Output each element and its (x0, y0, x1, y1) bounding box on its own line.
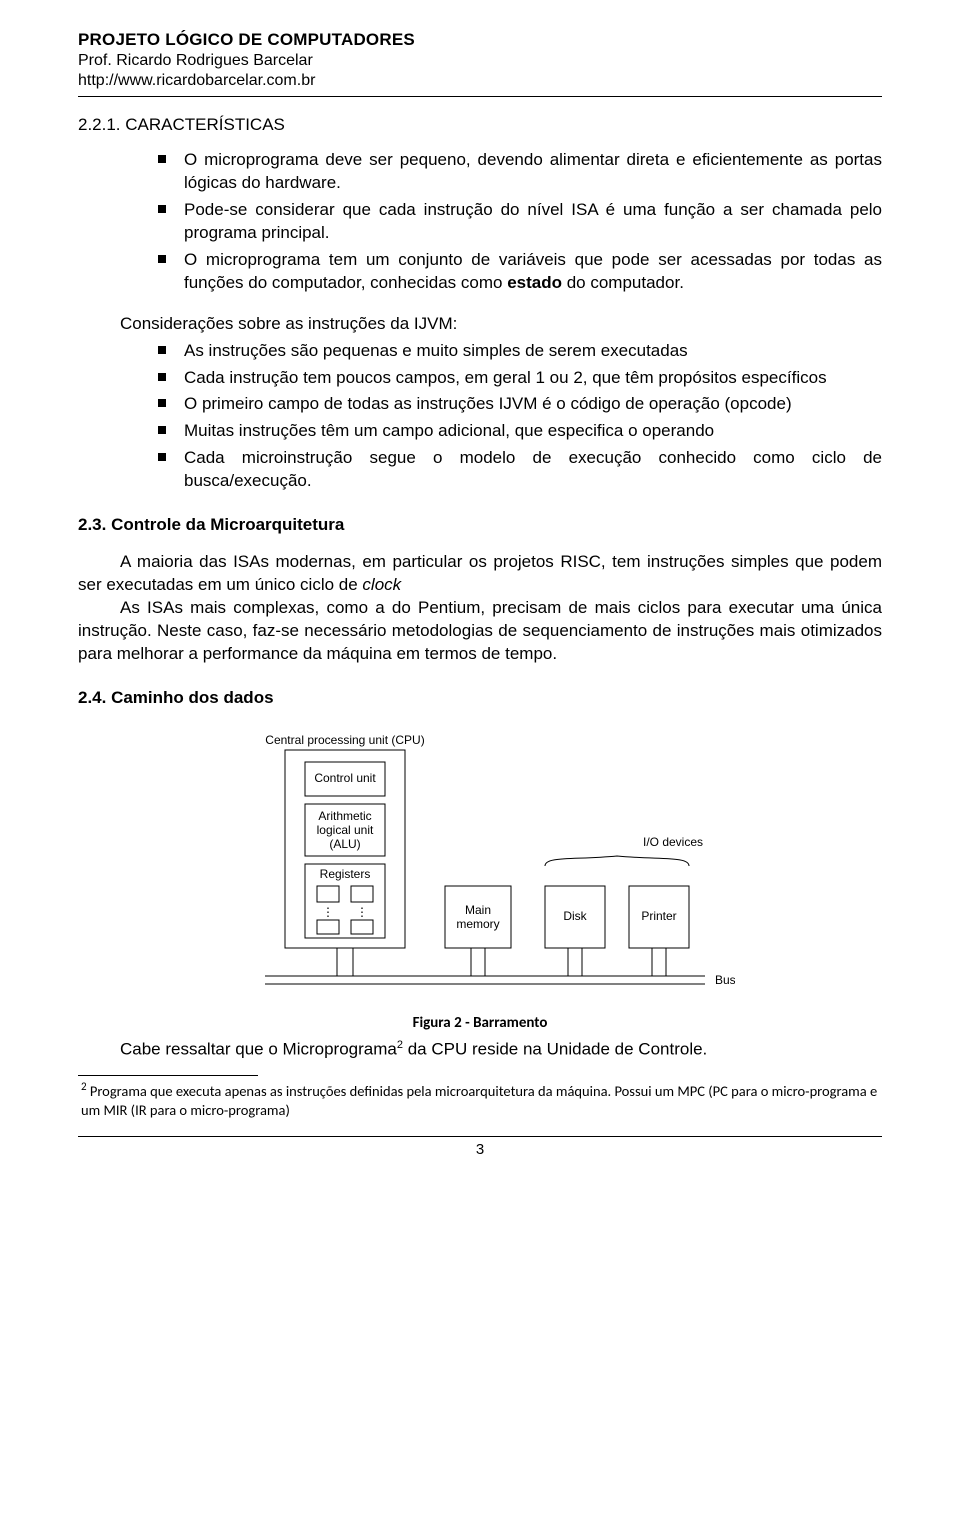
list-item: Cada instrução tem poucos campos, em ger… (158, 367, 882, 390)
square-bullet-icon (158, 399, 166, 407)
square-bullet-icon (158, 373, 166, 381)
square-bullet-icon (158, 346, 166, 354)
main-memory-label-1: Main (465, 903, 491, 917)
alu-label-2: logical unit (317, 823, 374, 837)
register-cell (317, 920, 339, 934)
footnote-text: Programa que executa apenas as instruçõe… (81, 1082, 877, 1119)
section-23-para-1: A maioria das ISAs modernas, em particul… (78, 551, 882, 597)
bullet-text: O microprograma deve ser pequeno, devend… (184, 149, 882, 195)
para-text: A maioria das ISAs modernas, em particul… (78, 552, 882, 594)
register-cell (351, 886, 373, 902)
figure-2: Central processing unit (CPU) Control un… (78, 728, 882, 1032)
para-italic: clock (362, 575, 401, 594)
bus-diagram: Central processing unit (CPU) Control un… (225, 728, 735, 1008)
list-item: O primeiro campo de todas as instruções … (158, 393, 882, 416)
register-cell (317, 886, 339, 902)
list-item: Muitas instruções têm um campo adicional… (158, 420, 882, 443)
section-23-heading: 2.3. Controle da Microarquitetura (78, 515, 882, 535)
bullet-text: Pode-se considerar que cada instrução do… (184, 199, 882, 245)
register-cell (351, 920, 373, 934)
square-bullet-icon (158, 453, 166, 461)
section-221-heading: 2.2.1. CARACTERÍSTICAS (78, 115, 882, 135)
page-number: 3 (78, 1141, 882, 1158)
dots-icon: ⋮ (356, 905, 368, 919)
square-bullet-icon (158, 155, 166, 163)
main-memory-label-2: memory (456, 917, 499, 931)
dots-icon: ⋮ (322, 905, 334, 919)
header-rule (78, 96, 882, 97)
considerations-lead: Considerações sobre as instruções da IJV… (120, 313, 882, 336)
section-23-para-2: As ISAs mais complexas, como a do Pentiu… (78, 597, 882, 666)
square-bullet-icon (158, 426, 166, 434)
footnote: 2 Programa que executa apenas as instruç… (78, 1080, 882, 1120)
doc-professor: Prof. Ricardo Rodrigues Barcelar (78, 52, 882, 70)
section-24-heading: 2.4. Caminho dos dados (78, 688, 882, 708)
bullet-text: Muitas instruções têm um campo adicional… (184, 420, 882, 443)
alu-label-3: (ALU) (329, 837, 360, 851)
doc-header: PROJETO LÓGICO DE COMPUTADORES Prof. Ric… (78, 30, 882, 97)
footnote-rule (78, 1075, 258, 1076)
bus-label: Bus (715, 973, 735, 987)
list-item: As instruções são pequenas e muito simpl… (158, 340, 882, 363)
doc-url: http://www.ricardobarcelar.com.br (78, 72, 882, 90)
io-brace (545, 856, 689, 866)
bullet-text: O microprograma tem um conjunto de variá… (184, 249, 882, 295)
closing-post: da CPU reside na Unidade de Controle. (403, 1040, 707, 1059)
closing-pre: Cabe ressaltar que o Microprograma (120, 1040, 397, 1059)
printer-label: Printer (641, 909, 676, 923)
bullet-text: As instruções são pequenas e muito simpl… (184, 340, 882, 363)
closing-sentence: Cabe ressaltar que o Microprograma2 da C… (78, 1038, 882, 1062)
page-bottom-rule (78, 1136, 882, 1137)
doc-title: PROJETO LÓGICO DE COMPUTADORES (78, 30, 882, 50)
registers-label: Registers (320, 867, 371, 881)
bullet-list-a: O microprograma deve ser pequeno, devend… (78, 149, 882, 295)
cpu-label: Central processing unit (CPU) (265, 733, 424, 747)
page: PROJETO LÓGICO DE COMPUTADORES Prof. Ric… (0, 0, 960, 1188)
list-item: O microprograma deve ser pequeno, devend… (158, 149, 882, 195)
bullet-text: O primeiro campo de todas as instruções … (184, 393, 882, 416)
bullet-text: Cada instrução tem poucos campos, em ger… (184, 367, 882, 390)
square-bullet-icon (158, 255, 166, 263)
bullet-text: Cada microinstrução segue o modelo de ex… (184, 447, 882, 493)
square-bullet-icon (158, 205, 166, 213)
bullet-list-b: As instruções são pequenas e muito simpl… (78, 340, 882, 494)
io-devices-label: I/O devices (643, 835, 703, 849)
alu-label-1: Arithmetic (318, 809, 371, 823)
figure-caption: Figura 2 - Barramento (78, 1014, 882, 1032)
disk-label: Disk (563, 909, 587, 923)
list-item: O microprograma tem um conjunto de variá… (158, 249, 882, 295)
list-item: Cada microinstrução segue o modelo de ex… (158, 447, 882, 493)
control-unit-label: Control unit (314, 771, 376, 785)
list-item: Pode-se considerar que cada instrução do… (158, 199, 882, 245)
